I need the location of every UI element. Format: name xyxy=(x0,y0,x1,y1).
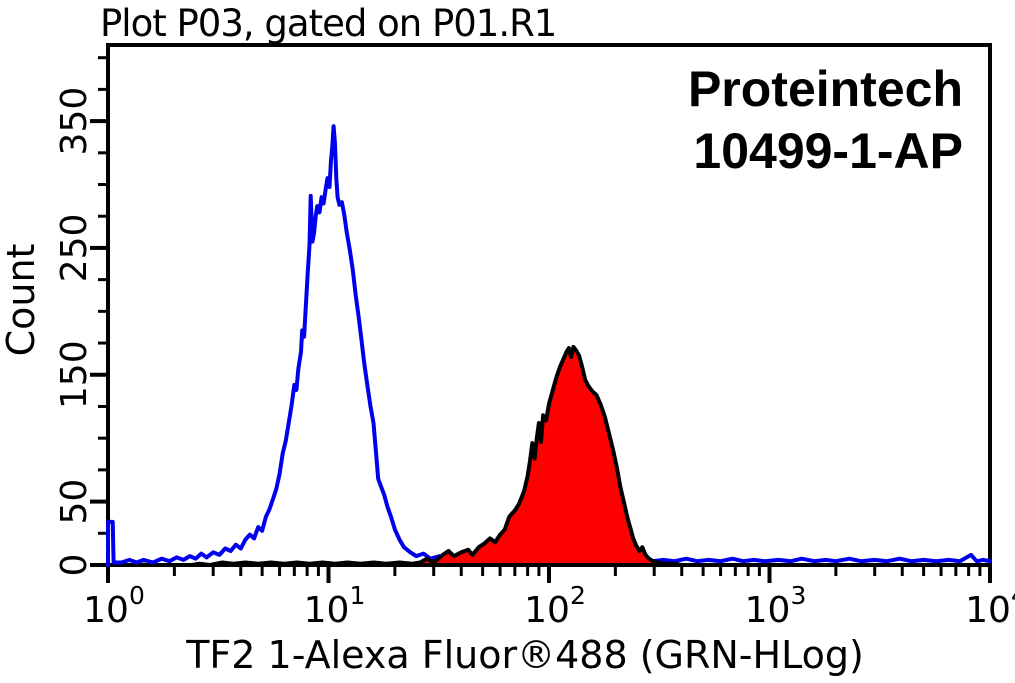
y-tick-label-0: 0 xyxy=(54,554,95,577)
x-tick-label-10e0: 100 xyxy=(83,581,145,631)
annotation-vendor: Proteintech xyxy=(688,61,963,117)
x-tick-label-10e1: 101 xyxy=(304,581,366,631)
y-tick-label-250: 250 xyxy=(54,214,95,283)
y-tick-label-350: 350 xyxy=(54,87,95,156)
plot-title: Plot P03, gated on P01.R1 xyxy=(100,2,556,45)
red-filled-histogram-curve xyxy=(189,344,684,567)
blue-open-histogram-curve xyxy=(106,124,992,567)
y-axis-tick-labels: 0 50 150 250 350 xyxy=(54,87,95,577)
y-tick-label-50: 50 xyxy=(54,479,95,525)
y-axis-label: Count xyxy=(0,244,43,357)
y-axis-ticks xyxy=(90,56,106,567)
x-axis-label: TF2 1-Alexa Fluor®488 (GRN-HLog) xyxy=(185,633,864,677)
annotation-catalog: 10499-1-AP xyxy=(693,123,963,179)
x-axis-tick-labels: 100 101 102 103 104 xyxy=(83,581,1015,631)
x-axis-ticks xyxy=(106,567,992,583)
x-tick-label-10e4: 104 xyxy=(965,581,1015,631)
x-tick-label-10e2: 102 xyxy=(524,581,586,631)
histogram-curves xyxy=(106,124,992,567)
y-tick-label-150: 150 xyxy=(54,340,95,409)
x-tick-label-10e3: 103 xyxy=(745,581,807,631)
